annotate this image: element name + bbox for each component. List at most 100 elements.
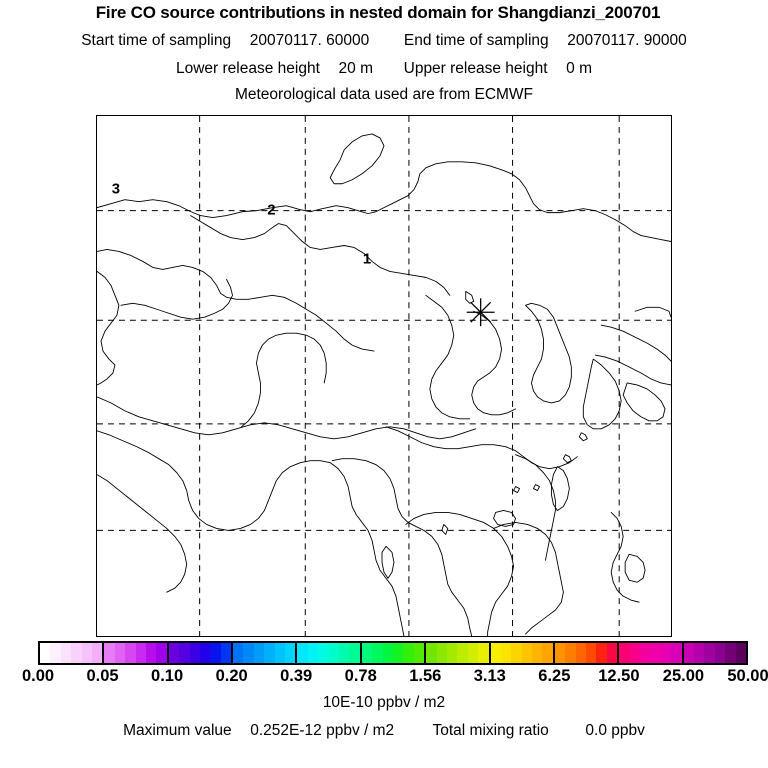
colorbar-band <box>575 643 587 663</box>
colorbar-band <box>50 643 61 663</box>
colorbar-tick: 0.00 <box>21 667 55 685</box>
colorbar-band <box>339 643 350 663</box>
colorbar-band <box>199 643 211 663</box>
colorbar-band <box>253 643 265 663</box>
colorbar-band <box>307 643 319 663</box>
colorbar-band <box>640 643 651 663</box>
colorbar-band <box>554 643 566 663</box>
colorbar-band <box>683 643 694 663</box>
asterisk-marker <box>466 298 495 327</box>
colorbar-band <box>532 643 543 663</box>
end-time-label: End time of sampling <box>403 32 549 49</box>
colorbar-band <box>446 643 458 663</box>
colorbar-band <box>125 643 136 663</box>
colorbar-tick: 12.50 <box>598 667 640 685</box>
colorbar-segment <box>233 643 298 663</box>
colorbar-unit-label: 10E-10 ppbv / m2 <box>322 694 446 711</box>
colorbar-band <box>104 643 115 663</box>
colorbar-band <box>264 643 275 663</box>
upper-release-height-value: 0 m <box>566 60 592 77</box>
colorbar-band <box>189 643 200 663</box>
sampling-time-line: Start time of sampling 20070117. 60000 E… <box>0 32 768 50</box>
colorbar-tick: 25.00 <box>662 667 705 685</box>
colorbar-band <box>392 643 404 663</box>
colorbar-band <box>318 643 329 663</box>
map-gridlines <box>97 116 671 636</box>
colorbar-band <box>179 643 190 663</box>
footer-stats: Maximum value 0.252E-12 ppbv / m2 Total … <box>0 722 768 740</box>
colorbar-band <box>168 643 180 663</box>
start-time-label: Start time of sampling <box>81 32 232 49</box>
lower-release-height-value: 20 m <box>338 60 373 77</box>
country-label-1: 1 <box>363 250 371 267</box>
colorbar-band <box>220 643 232 663</box>
colorbar-band <box>145 643 157 663</box>
colorbar-band <box>361 643 373 663</box>
colorbar-segment <box>619 643 684 663</box>
colorbar-band <box>467 643 479 663</box>
figure-title: Fire CO source contributions in nested d… <box>95 3 661 22</box>
colorbar-band <box>660 643 672 663</box>
upper-release-height-label: Upper release height <box>403 60 548 77</box>
colorbar-band <box>735 643 746 663</box>
colorbar-band <box>478 643 489 663</box>
colorbar-band <box>596 643 607 663</box>
colorbar-band <box>542 643 553 663</box>
colorbar-band <box>457 643 468 663</box>
colorbar-tick: 0.20 <box>215 667 248 685</box>
colorbar-band <box>704 643 715 663</box>
colorbar-band <box>60 643 72 663</box>
colorbar-segment <box>683 643 746 663</box>
colorbar-band <box>693 643 705 663</box>
colorbar-band <box>328 643 339 663</box>
maximum-value: 0.252E-12 ppbv / m2 <box>250 722 395 739</box>
map-svg: 1 2 3 <box>97 116 671 636</box>
colorbar <box>38 641 748 665</box>
colorbar-band <box>413 643 425 663</box>
maximum-value-label: Maximum value <box>123 722 232 739</box>
colorbar-band <box>725 643 736 663</box>
colorbar-tick: 6.25 <box>538 667 571 685</box>
colorbar-band <box>436 643 447 663</box>
colorbar-band <box>114 643 126 663</box>
colorbar-tick: 50.00 <box>727 667 768 685</box>
colorbar-band <box>243 643 254 663</box>
colorbar-tick: 0.78 <box>344 667 377 685</box>
colorbar-band <box>274 643 286 663</box>
colorbar-band <box>426 643 437 663</box>
colorbar-band <box>521 643 533 663</box>
colorbar-band <box>40 643 51 663</box>
colorbar-segment <box>40 643 105 663</box>
colorbar-band <box>565 643 576 663</box>
colorbar-band <box>403 643 414 663</box>
colorbar-segment <box>168 643 234 663</box>
colorbar-band <box>349 643 360 663</box>
country-label-3: 3 <box>112 181 120 198</box>
colorbar-band <box>71 643 82 663</box>
colorbar-band <box>629 643 641 663</box>
colorbar-segment <box>297 643 362 663</box>
colorbar-band <box>606 643 618 663</box>
colorbar-tick-labels: 0.00 0.05 0.10 0.20 0.39 0.78 1.56 3.13 6.25 12.5… <box>0 667 768 689</box>
colorbar-tick: 0.10 <box>151 667 184 685</box>
colorbar-segment <box>490 643 555 663</box>
colorbar-tick: 3.13 <box>473 667 506 685</box>
colorbar-band <box>619 643 630 663</box>
end-time-value: 20070117. 90000 <box>567 32 687 49</box>
colorbar-gradient <box>38 641 748 665</box>
lower-release-height-label: Lower release height <box>176 60 320 77</box>
meteorological-source-line: Meteorological data used are from ECMWF <box>234 86 534 103</box>
colorbar-band <box>500 643 512 663</box>
colorbar-band <box>671 643 682 663</box>
colorbar-segment <box>104 643 169 663</box>
colorbar-band <box>490 643 501 663</box>
map-plot-area: 1 2 3 <box>96 115 672 637</box>
colorbar-band <box>714 643 726 663</box>
colorbar-band <box>285 643 296 663</box>
colorbar-tick: 1.56 <box>409 667 442 685</box>
colorbar-band <box>210 643 221 663</box>
country-label-2: 2 <box>267 202 275 219</box>
colorbar-band <box>135 643 146 663</box>
colorbar-tick: 0.05 <box>86 667 119 685</box>
